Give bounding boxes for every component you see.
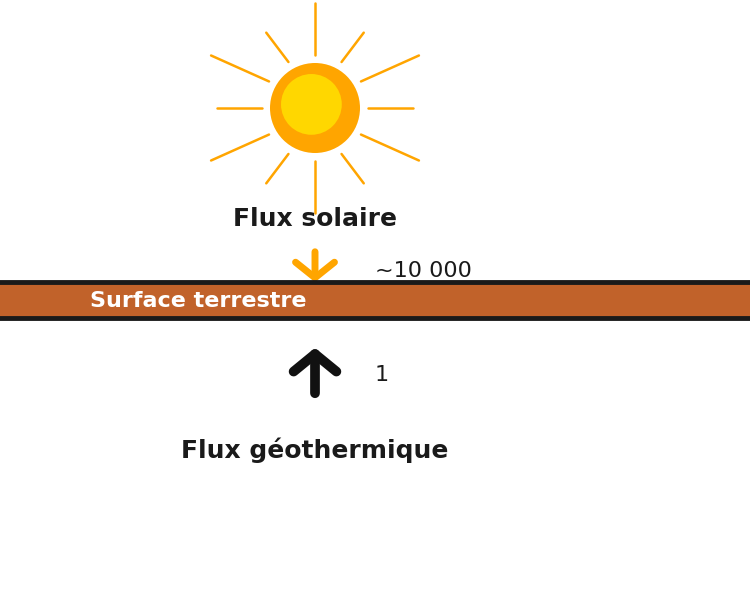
Text: Flux solaire: Flux solaire (233, 207, 397, 231)
Text: Flux géothermique: Flux géothermique (182, 437, 448, 463)
Ellipse shape (281, 74, 342, 135)
Ellipse shape (270, 63, 360, 153)
Text: ~10 000: ~10 000 (375, 261, 472, 281)
Bar (0, 282, 750, 318)
Text: 1: 1 (375, 365, 389, 385)
Text: Surface terrestre: Surface terrestre (90, 290, 307, 311)
